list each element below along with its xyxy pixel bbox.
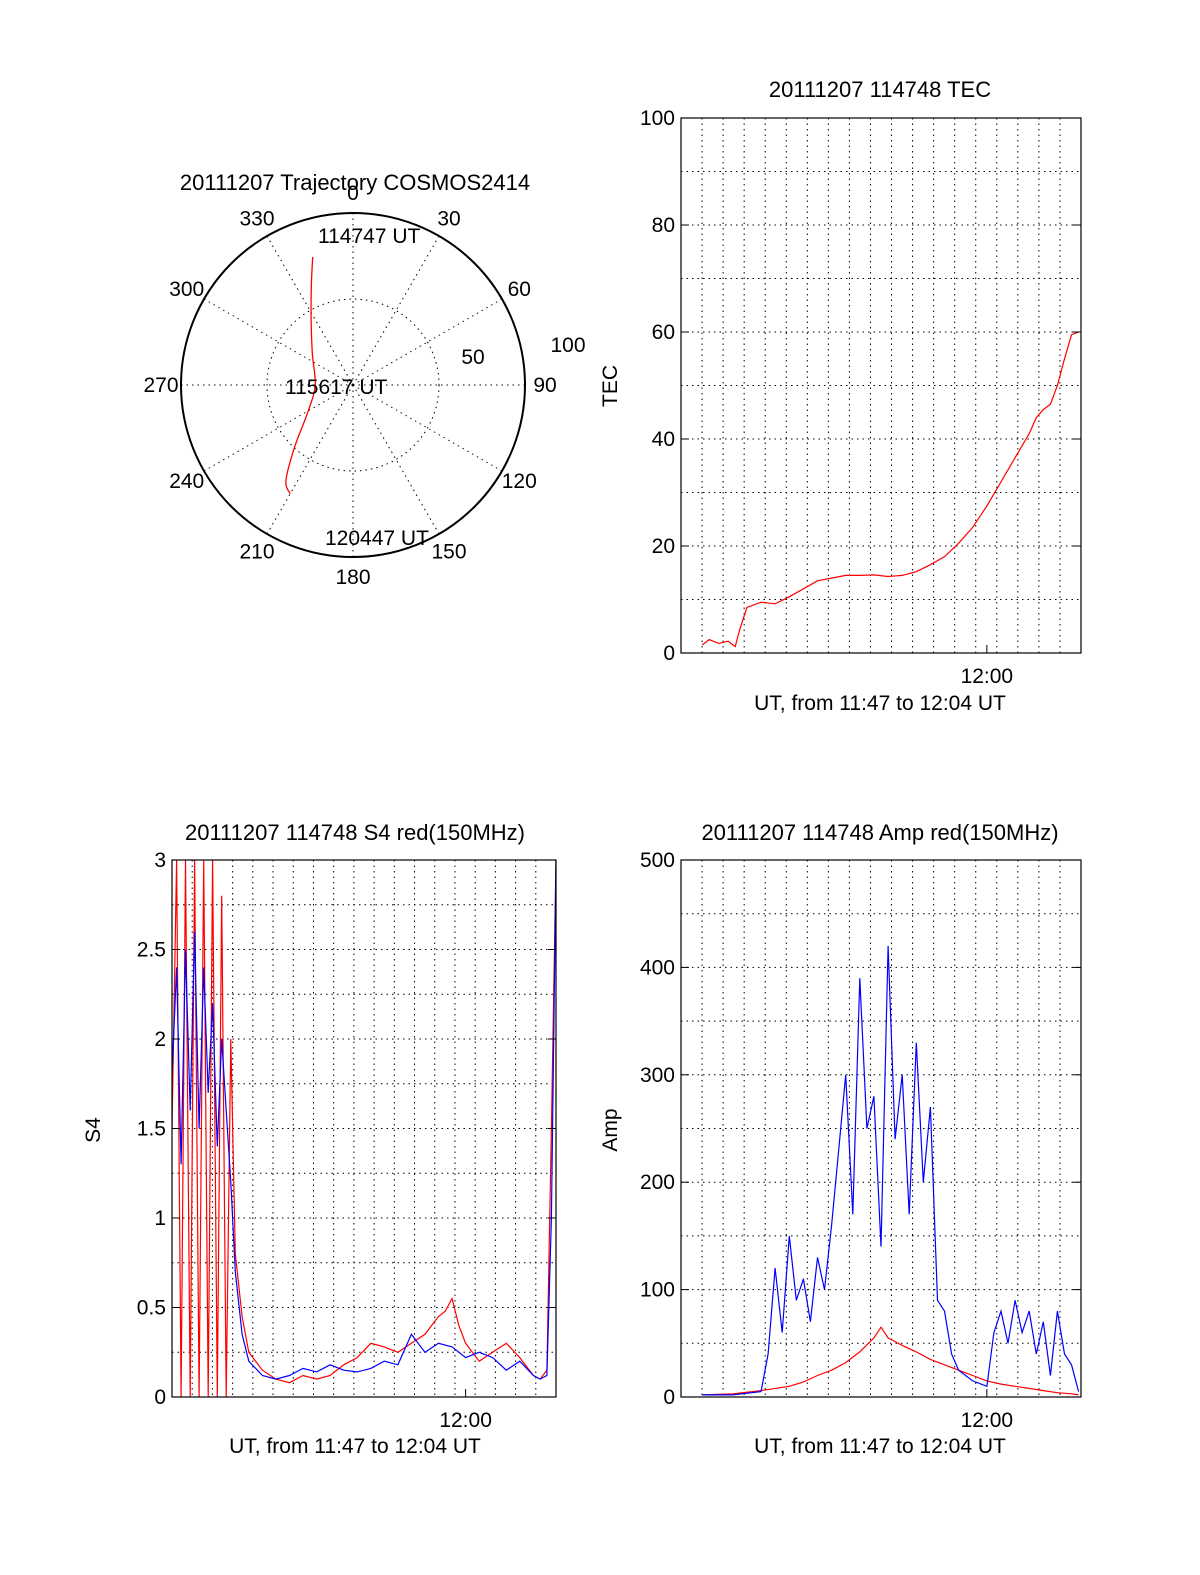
trajectory-line-0 [285, 256, 316, 494]
y-tick-label-0: 0 [663, 642, 675, 665]
polar-azimuth-label-90: 90 [533, 374, 556, 397]
polar-grid [180, 212, 526, 558]
tec-series [701, 331, 1079, 648]
polar-spoke [352, 384, 440, 535]
amp-grid [681, 860, 1081, 1397]
x-tick-label-12-00: 12:00 [961, 1409, 1014, 1432]
trajectory-start-label: 114747 UT [318, 225, 421, 248]
s4-series [172, 860, 556, 1397]
trajectory-series [285, 256, 316, 494]
polar-azimuth-label-150: 150 [431, 540, 466, 563]
polar-azimuth-label-240: 240 [169, 470, 204, 493]
amp-plot-frame [680, 859, 1082, 1398]
polar-spoke [352, 298, 503, 386]
s4-panel: 20111207 114748 S4 red(150MHz) 0 0.5 1 1.5 2… [82, 820, 557, 1458]
trajectory-panel: 20111207 Trajectory COSMOS2414 0 30 60 90 12… [143, 170, 585, 589]
tec-series-0 [701, 331, 1079, 648]
polar-azimuth-labels: 0 30 60 90 120 150 180 210 240 270 300 330 [143, 182, 556, 589]
tec-y-ticks: 0 20 40 60 80 100 [640, 107, 1081, 665]
s4-y-ticks: 0 0.5 1 1.5 2 2.5 3 [137, 849, 556, 1409]
polar-radius-label-100: 100 [550, 334, 585, 357]
y-tick-label-40: 40 [652, 428, 675, 451]
x-tick-label-12-00: 12:00 [439, 1409, 492, 1432]
tec-y-axis-label: TEC [599, 365, 622, 407]
tec-panel: 20111207 114748 TEC 0 20 40 60 80 100 12:00 U… [599, 77, 1082, 715]
y-tick-label-3: 3 [154, 849, 166, 872]
s4-y-axis-label: S4 [82, 1117, 105, 1143]
y-tick-label-500: 500 [640, 849, 675, 872]
amp-series [702, 945, 1080, 1396]
y-tick-label-2: 2 [154, 1028, 166, 1051]
amp-panel: 20111207 114748 Amp red(150MHz) 0 100 200 3… [599, 820, 1082, 1458]
amp-x-ticks: 12:00 [961, 1389, 1014, 1432]
amp-x-axis-label: UT, from 11:47 to 12:04 UT [754, 1435, 1006, 1458]
amp-series-1 [702, 945, 1080, 1396]
polar-inner-ring [266, 298, 440, 472]
tec-grid [681, 118, 1081, 653]
y-tick-label-200: 200 [640, 1171, 675, 1194]
s4-series-0 [172, 860, 556, 1397]
polar-azimuth-label-330: 330 [239, 208, 274, 231]
polar-spoke [266, 384, 354, 535]
polar-azimuth-label-300: 300 [169, 278, 204, 301]
trajectory-mid-label: 115617 UT [285, 376, 388, 399]
polar-spoke [352, 235, 440, 386]
polar-azimuth-label-180: 180 [335, 566, 370, 589]
amp-title: 20111207 114748 Amp red(150MHz) [701, 820, 1058, 845]
trajectory-end-label: 120447 UT [325, 527, 429, 550]
y-tick-label-100: 100 [640, 107, 675, 130]
polar-azimuth-label-210: 210 [239, 540, 274, 563]
y-tick-label-0: 0 [663, 1386, 675, 1409]
amp-y-ticks: 0 100 200 300 400 500 [640, 849, 1081, 1409]
polar-azimuth-label-270: 270 [143, 374, 178, 397]
polar-azimuth-label-120: 120 [502, 470, 537, 493]
trajectory-title: 20111207 Trajectory COSMOS2414 [180, 170, 530, 195]
x-tick-label-12-00: 12:00 [961, 665, 1014, 688]
s4-grid [172, 860, 556, 1397]
polar-azimuth-label-60: 60 [508, 278, 531, 301]
y-tick-label-1-5: 1.5 [137, 1118, 166, 1141]
y-tick-label-0-5: 0.5 [137, 1297, 166, 1320]
y-tick-label-400: 400 [640, 956, 675, 979]
s4-title: 20111207 114748 S4 red(150MHz) [185, 820, 525, 845]
tec-x-ticks: 12:00 [961, 645, 1014, 688]
y-tick-label-20: 20 [652, 535, 675, 558]
tec-plot-frame [680, 117, 1082, 654]
y-tick-label-1: 1 [154, 1207, 166, 1230]
polar-azimuth-label-0: 0 [347, 182, 359, 205]
polar-spoke [352, 384, 503, 472]
y-tick-label-0: 0 [154, 1386, 166, 1409]
tec-title: 20111207 114748 TEC [769, 77, 991, 102]
polar-spoke [203, 384, 354, 472]
y-tick-label-80: 80 [652, 214, 675, 237]
s4-x-axis-label: UT, from 11:47 to 12:04 UT [229, 1435, 481, 1458]
s4-series-1 [172, 860, 556, 1380]
y-tick-label-100: 100 [640, 1279, 675, 1302]
tec-x-axis-label: UT, from 11:47 to 12:04 UT [754, 692, 1006, 715]
polar-spoke [266, 235, 354, 386]
s4-x-ticks: 12:00 [439, 1389, 492, 1432]
polar-radius-label-50: 50 [461, 346, 484, 369]
y-tick-label-2-5: 2.5 [137, 939, 166, 962]
y-tick-label-60: 60 [652, 321, 675, 344]
polar-spoke [203, 298, 354, 386]
amp-series-0 [702, 1326, 1079, 1396]
amp-y-axis-label: Amp [599, 1108, 622, 1151]
polar-azimuth-label-30: 30 [437, 208, 460, 231]
y-tick-label-300: 300 [640, 1064, 675, 1087]
